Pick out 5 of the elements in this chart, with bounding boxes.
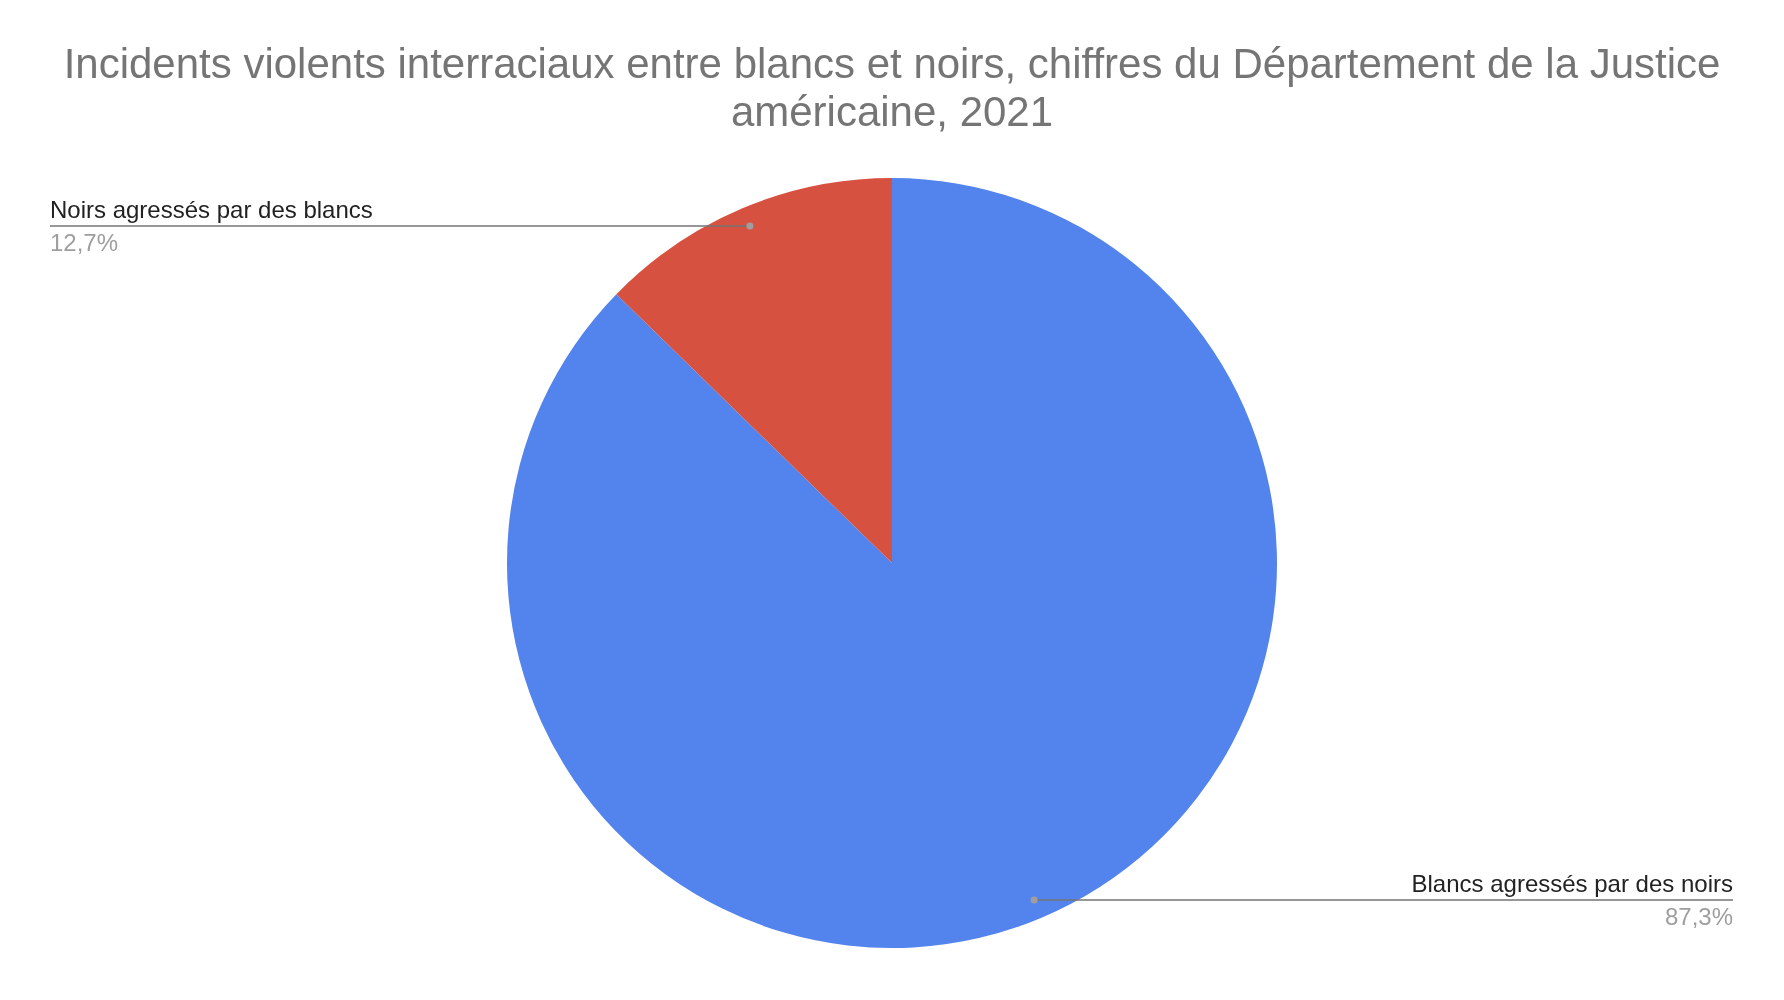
chart-title: Incidents violents interraciaux entre blancs et noirs, chiffres du Département de la Justice américaine, 2021 [62,40,1722,136]
slice-label: Noirs agressés par des blancs [50,195,373,223]
data-label: 87,3% [1664,902,1733,930]
slice-label: Blancs agressés par des noirs [1411,870,1733,898]
data-label: 12,7% [50,228,119,256]
